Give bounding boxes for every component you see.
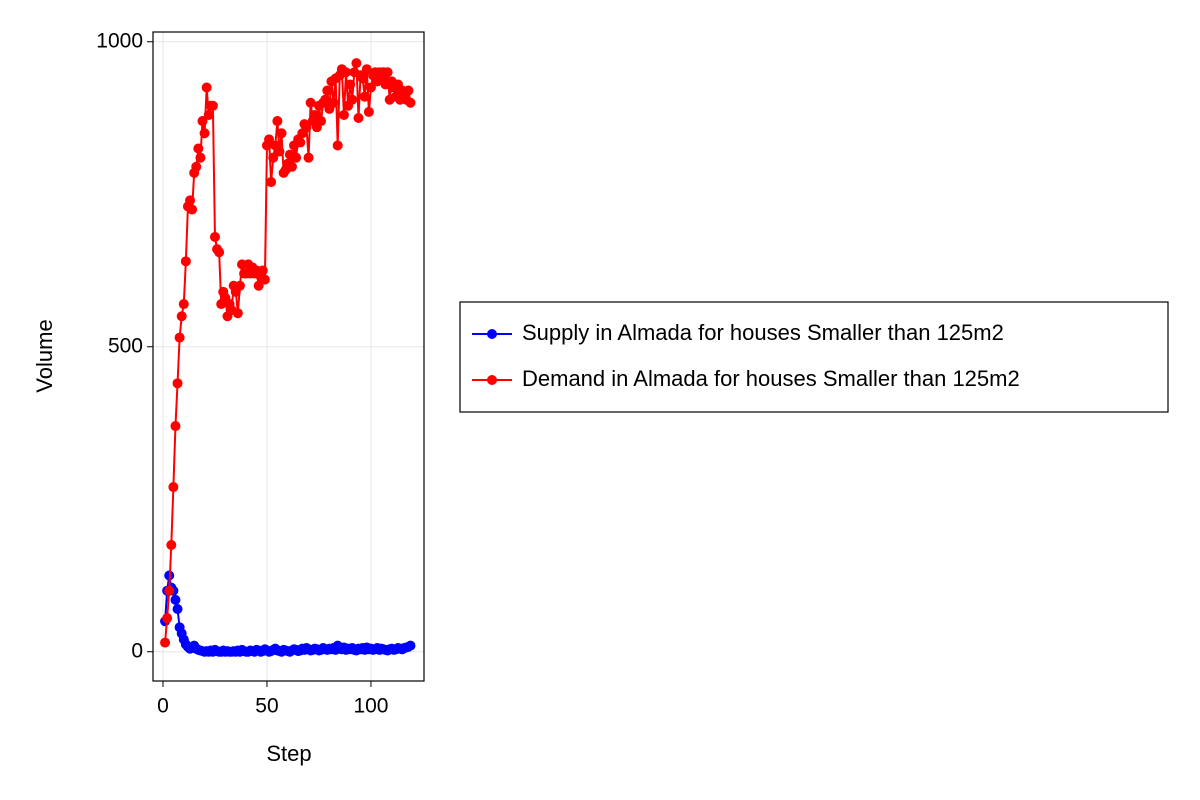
data-point — [291, 152, 302, 163]
data-point — [405, 97, 416, 108]
data-point — [201, 82, 212, 93]
data-point — [197, 116, 208, 127]
data-point — [168, 482, 179, 493]
legend-label: Demand in Almada for houses Smaller than… — [522, 366, 1020, 391]
data-point — [232, 308, 243, 319]
data-point — [316, 116, 327, 127]
data-point — [363, 106, 374, 117]
data-point — [328, 97, 339, 108]
plot-frame — [152, 31, 425, 682]
data-point — [253, 280, 264, 291]
data-point — [266, 177, 277, 188]
data-point — [199, 128, 210, 139]
data-point — [268, 152, 279, 163]
data-point — [272, 116, 283, 127]
data-point — [162, 613, 173, 624]
x-tick-label: 50 — [255, 695, 278, 718]
data-point — [303, 152, 314, 163]
data-point — [234, 280, 245, 291]
data-point — [185, 195, 196, 206]
data-point — [187, 204, 198, 215]
data-point — [405, 640, 416, 651]
data-point — [160, 637, 171, 648]
data-point — [259, 274, 270, 285]
data-point — [353, 113, 364, 124]
data-point — [305, 97, 316, 108]
data-point — [203, 109, 214, 120]
data-point — [191, 161, 202, 172]
data-point — [274, 146, 285, 157]
data-point — [295, 137, 306, 148]
data-point — [332, 140, 343, 151]
data-point — [180, 256, 191, 267]
x-tick-label: 0 — [157, 695, 169, 718]
data-point — [209, 231, 220, 242]
x-axis-title: Step — [266, 741, 311, 766]
legend-label: Supply in Almada for houses Smaller than… — [522, 320, 1004, 345]
data-point — [347, 94, 358, 105]
data-point — [207, 100, 218, 111]
data-point — [309, 109, 320, 120]
data-point — [164, 585, 175, 596]
data-point — [166, 539, 177, 550]
data-point — [403, 85, 414, 96]
data-point — [176, 311, 187, 322]
data-point — [322, 85, 333, 96]
series-line — [164, 575, 411, 653]
y-tick-label: 500 — [108, 334, 143, 357]
data-point — [264, 134, 275, 145]
data-point — [214, 247, 225, 258]
data-point — [351, 58, 362, 69]
y-tick-label: 0 — [131, 639, 143, 662]
data-point — [361, 64, 372, 75]
data-point — [341, 67, 352, 78]
data-point — [345, 79, 356, 90]
data-point — [257, 265, 268, 276]
data-point — [195, 152, 206, 163]
data-point — [178, 299, 189, 310]
data-point — [382, 67, 393, 78]
legend-box — [459, 301, 1169, 413]
legend-marker — [487, 329, 497, 339]
data-point — [357, 73, 368, 84]
data-point — [193, 143, 204, 154]
x-tick-label: 100 — [353, 695, 388, 718]
data-point — [170, 594, 181, 605]
data-point — [170, 421, 181, 432]
legend-marker — [487, 375, 497, 385]
data-point — [301, 122, 312, 133]
data-point — [286, 161, 297, 172]
data-point — [320, 94, 331, 105]
data-point — [365, 82, 376, 93]
data-point — [359, 91, 370, 102]
data-point — [276, 128, 287, 139]
data-point — [172, 604, 183, 615]
data-point — [174, 332, 185, 343]
grid — [153, 32, 424, 681]
data-point — [172, 378, 183, 389]
data-point — [338, 109, 349, 120]
y-tick-label: 1000 — [96, 29, 143, 52]
y-axis-title: Volume — [32, 319, 57, 392]
